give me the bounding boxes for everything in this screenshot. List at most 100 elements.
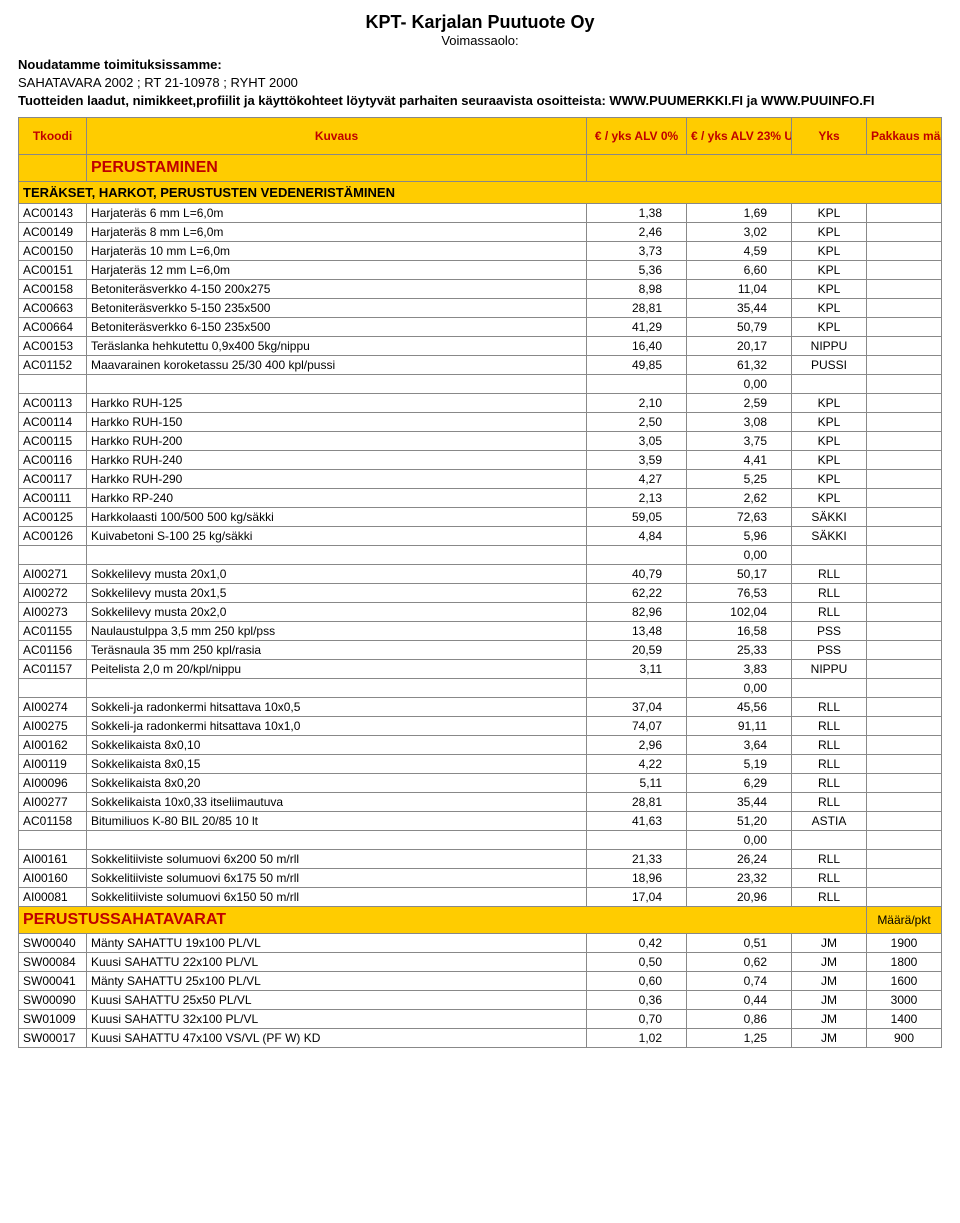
col-header-p0: € / yks ALV 0% [587, 117, 687, 154]
cell-pack [867, 811, 942, 830]
cell-price0: 74,07 [587, 716, 687, 735]
col-header-pack: Pakkaus määrä [867, 117, 942, 154]
cell-code: AC01152 [19, 355, 87, 374]
cell-pack [867, 754, 942, 773]
table-row: AC00151Harjateräs 12 mm L=6,0m5,366,60KP… [19, 260, 942, 279]
cell-price23: 3,02 [687, 222, 792, 241]
cell-price0: 0,50 [587, 952, 687, 971]
cell-pack [867, 640, 942, 659]
table-row: 0,00 [19, 545, 942, 564]
cell-price23: 0,00 [687, 545, 792, 564]
cell-price23: 16,58 [687, 621, 792, 640]
cell-desc: Harkko RUH-240 [87, 450, 587, 469]
col-header-unit: Yks [792, 117, 867, 154]
cell-unit: JM [792, 971, 867, 990]
cell-price0: 3,73 [587, 241, 687, 260]
cell-desc: Sokkelikaista 8x0,15 [87, 754, 587, 773]
cell-unit: RLL [792, 849, 867, 868]
cell-pack: 900 [867, 1028, 942, 1047]
intro-bold-1: Noudatamme toimituksissamme: [18, 56, 942, 74]
cell-price23: 0,00 [687, 830, 792, 849]
cell-code: AC00664 [19, 317, 87, 336]
cell-unit: RLL [792, 754, 867, 773]
table-row: AI00271Sokkelilevy musta 20x1,040,7950,1… [19, 564, 942, 583]
cell-code: AC01158 [19, 811, 87, 830]
cell-unit: NIPPU [792, 659, 867, 678]
table-row: AC00126Kuivabetoni S-100 25 kg/säkki4,84… [19, 526, 942, 545]
cell-price23: 2,59 [687, 393, 792, 412]
cell-price0: 28,81 [587, 792, 687, 811]
table-row: AI00273Sokkelilevy musta 20x2,082,96102,… [19, 602, 942, 621]
cell-pack [867, 583, 942, 602]
cell-price0 [587, 830, 687, 849]
cell-code [19, 678, 87, 697]
cell-price23: 91,11 [687, 716, 792, 735]
cell-unit [792, 830, 867, 849]
cell-unit: RLL [792, 735, 867, 754]
cell-unit [792, 545, 867, 564]
cell-price0: 2,13 [587, 488, 687, 507]
table-row: SW00084Kuusi SAHATTU 22x100 PL/VL0,500,6… [19, 952, 942, 971]
cell-pack: 1600 [867, 971, 942, 990]
cell-price23: 5,25 [687, 469, 792, 488]
cell-price23: 3,75 [687, 431, 792, 450]
cell-code: AI00272 [19, 583, 87, 602]
cell-desc: Harjateräs 10 mm L=6,0m [87, 241, 587, 260]
table-row: AC00158Betoniteräsverkko 4-150 200x2758,… [19, 279, 942, 298]
cell-unit: RLL [792, 602, 867, 621]
cell-price0: 2,50 [587, 412, 687, 431]
cell-price23: 50,17 [687, 564, 792, 583]
cell-desc: Bitumiliuos K-80 BIL 20/85 10 lt [87, 811, 587, 830]
table-row: AC00115Harkko RUH-2003,053,75KPL [19, 431, 942, 450]
cell-price23: 45,56 [687, 697, 792, 716]
col-header-code: Tkoodi [19, 117, 87, 154]
cell-desc: Kuivabetoni S-100 25 kg/säkki [87, 526, 587, 545]
cell-pack [867, 868, 942, 887]
cell-desc [87, 545, 587, 564]
cell-pack [867, 659, 942, 678]
cell-price0: 0,60 [587, 971, 687, 990]
cell-desc: Teräsnaula 35 mm 250 kpl/rasia [87, 640, 587, 659]
cell-desc: Peitelista 2,0 m 20/kpl/nippu [87, 659, 587, 678]
cell-desc: Betoniteräsverkko 4-150 200x275 [87, 279, 587, 298]
cell-pack [867, 412, 942, 431]
cell-price0: 0,36 [587, 990, 687, 1009]
cell-code: AC00151 [19, 260, 87, 279]
cell-code: AI00081 [19, 887, 87, 906]
cell-unit: RLL [792, 564, 867, 583]
cell-desc: Harjateräs 8 mm L=6,0m [87, 222, 587, 241]
cell-pack [867, 849, 942, 868]
cell-pack [867, 431, 942, 450]
cell-code: SW01009 [19, 1009, 87, 1028]
cell-desc [87, 374, 587, 393]
cell-code: AC00158 [19, 279, 87, 298]
cell-desc: Kuusi SAHATTU 22x100 PL/VL [87, 952, 587, 971]
cell-pack [867, 545, 942, 564]
table-row: AI00161Sokkelitiiviste solumuovi 6x200 5… [19, 849, 942, 868]
cell-pack [867, 716, 942, 735]
table-row: AI00162Sokkelikaista 8x0,102,963,64RLL [19, 735, 942, 754]
cell-price23: 11,04 [687, 279, 792, 298]
cell-price0: 4,84 [587, 526, 687, 545]
table-row: AC01152Maavarainen koroketassu 25/30 400… [19, 355, 942, 374]
cell-unit: ASTIA [792, 811, 867, 830]
section-row: PERUSTUSSAHATAVARATMäärä/pkt [19, 906, 942, 933]
cell-price0: 82,96 [587, 602, 687, 621]
table-row: 0,00 [19, 830, 942, 849]
cell-price23: 3,08 [687, 412, 792, 431]
cell-price23: 35,44 [687, 792, 792, 811]
cell-pack [867, 298, 942, 317]
cell-desc: Kuusi SAHATTU 25x50 PL/VL [87, 990, 587, 1009]
table-header-row: Tkoodi Kuvaus € / yks ALV 0% € / yks ALV… [19, 117, 942, 154]
cell-pack [867, 792, 942, 811]
cell-unit: JM [792, 952, 867, 971]
cell-desc: Sokkelilevy musta 20x1,5 [87, 583, 587, 602]
table-row: AI00275Sokkeli-ja radonkermi hitsattava … [19, 716, 942, 735]
cell-price0: 37,04 [587, 697, 687, 716]
table-row: AC00111Harkko RP-2402,132,62KPL [19, 488, 942, 507]
cell-unit: PSS [792, 640, 867, 659]
cell-unit [792, 374, 867, 393]
cell-pack [867, 830, 942, 849]
cell-pack [867, 222, 942, 241]
cell-price0: 2,46 [587, 222, 687, 241]
